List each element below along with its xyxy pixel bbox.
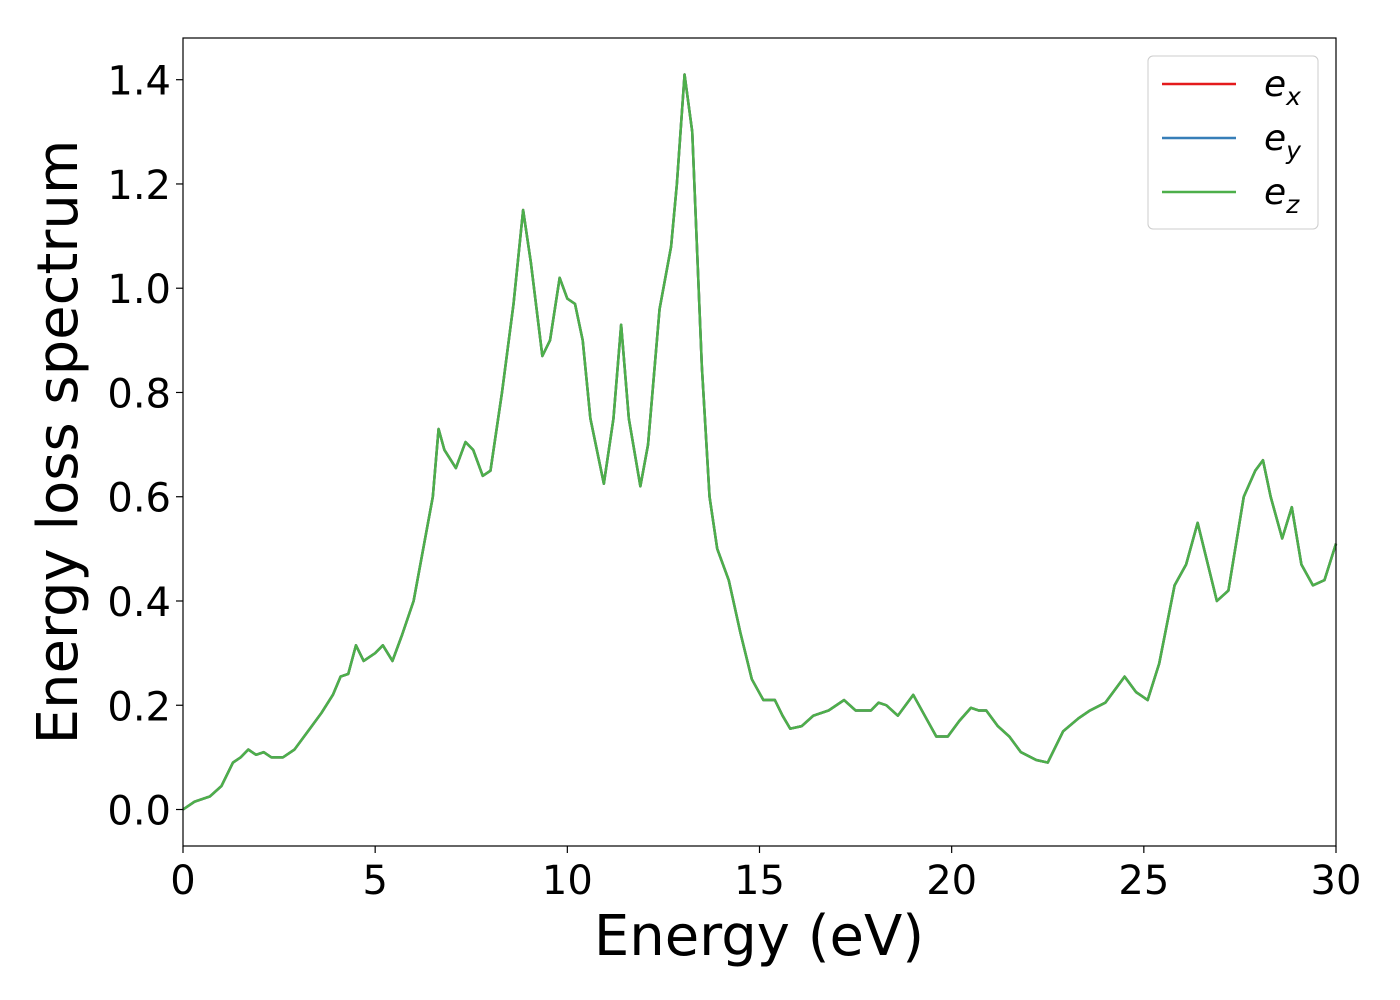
x-tick-label: 30 (1311, 858, 1362, 904)
y-tick-label: 0.6 (107, 476, 171, 522)
x-axis-label: Energy (eV) (594, 904, 924, 969)
y-tick-label: 0.2 (107, 684, 171, 730)
y-tick-label: 1.4 (107, 59, 171, 105)
x-tick-label: 20 (926, 858, 977, 904)
x-tick-label: 10 (542, 858, 593, 904)
line-series (182, 73, 1338, 811)
legend-label: ez (1264, 172, 1300, 219)
x-tick-label: 25 (1118, 858, 1169, 904)
y-tick-label: 1.0 (107, 267, 171, 313)
y-tick-label: 1.2 (107, 163, 171, 209)
y-axis-label: Energy loss spectrum (26, 140, 91, 745)
x-tick-label: 15 (734, 858, 785, 904)
legend-label: ey (1264, 118, 1302, 165)
y-tick-label: 0.0 (107, 789, 171, 835)
legend-box (1147, 55, 1319, 230)
x-tick-label: 0 (170, 858, 195, 904)
plot-frame (182, 37, 1337, 847)
legend-label: ex (1264, 64, 1301, 111)
y-tick-label: 0.8 (107, 371, 171, 417)
x-tick-label: 5 (362, 858, 387, 904)
y-tick-label: 0.4 (107, 580, 171, 626)
